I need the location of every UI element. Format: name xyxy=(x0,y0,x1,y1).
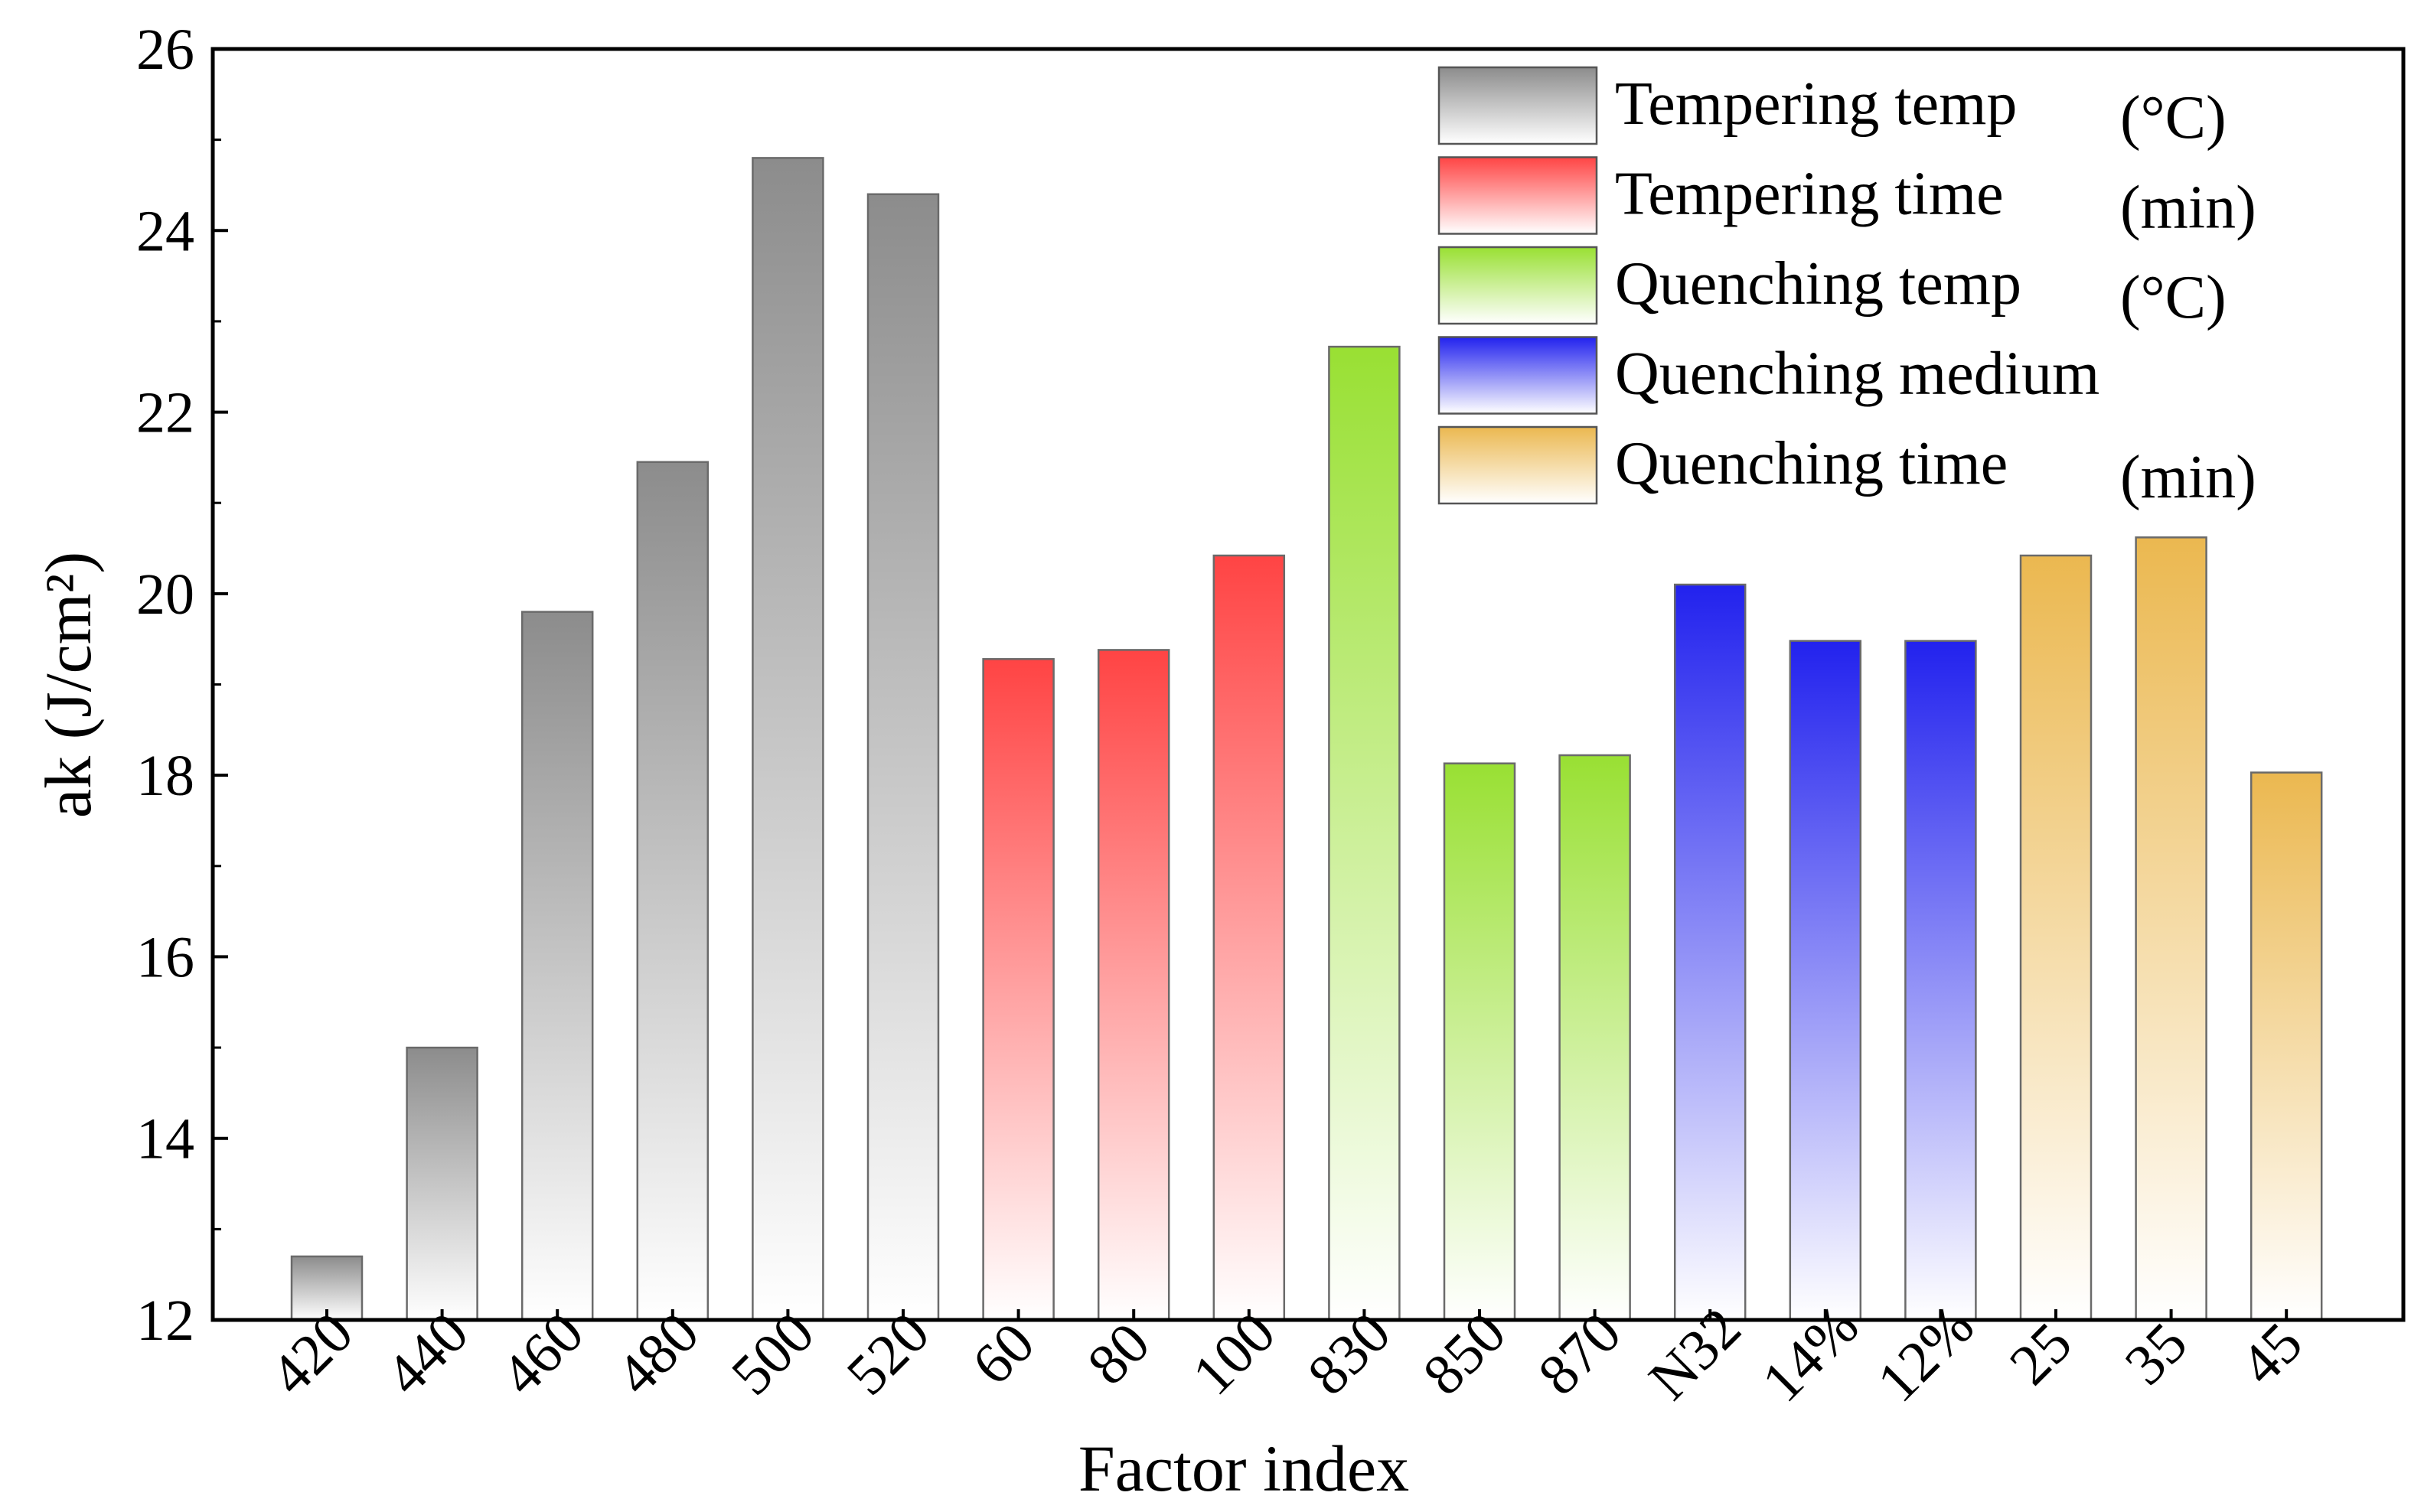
legend-unit: (min) xyxy=(2120,444,2256,511)
bar-45 xyxy=(2250,771,2323,1321)
bar-14pct xyxy=(1789,640,1862,1321)
legend-label: Quenching time xyxy=(1615,430,2008,497)
bar-830 xyxy=(1328,345,1401,1321)
y-axis-title: ak (J/cm²) xyxy=(31,552,105,818)
bar-850 xyxy=(1443,762,1516,1321)
y-tick-label: 20 xyxy=(136,562,194,627)
bar-440 xyxy=(406,1046,478,1321)
bar-n32 xyxy=(1673,583,1747,1321)
legend-unit: (°C) xyxy=(2120,264,2227,331)
bar-80 xyxy=(1097,649,1170,1321)
bar-480 xyxy=(636,461,710,1321)
y-tick-label: 22 xyxy=(136,381,194,445)
y-tick-label: 26 xyxy=(136,18,194,82)
x-tick-label: 35 xyxy=(2112,1311,2199,1397)
legend-swatch xyxy=(1437,66,1598,145)
y-tick-label: 12 xyxy=(136,1289,194,1353)
legend-label: Tempering time xyxy=(1615,161,2004,228)
legend-unit: (°C) xyxy=(2120,84,2227,152)
y-tick-label: 14 xyxy=(136,1107,194,1171)
legend-swatch xyxy=(1437,246,1598,325)
legend-label: Tempering temp xyxy=(1615,70,2017,138)
legend-swatch xyxy=(1437,336,1598,415)
bar-100 xyxy=(1212,554,1286,1321)
x-tick-label: 80 xyxy=(1075,1311,1162,1397)
legend-label: Quenching temp xyxy=(1615,250,2021,318)
y-tick-label: 16 xyxy=(136,925,194,989)
legend-swatch xyxy=(1437,156,1598,235)
legend-swatch xyxy=(1437,425,1598,505)
legend: Tempering temp (°C) Tempering time (min) Que… xyxy=(1437,66,2256,511)
bars-layer xyxy=(290,157,2323,1321)
x-tick-label: 45 xyxy=(2228,1311,2315,1397)
y-axis: 12 14 16 18 20 22 24 26 xyxy=(136,18,228,1353)
y-tick-label: 24 xyxy=(136,199,194,263)
bar-870 xyxy=(1558,754,1631,1321)
x-tick-label: 60 xyxy=(960,1311,1046,1397)
bar-25 xyxy=(2019,554,2093,1321)
bar-500 xyxy=(752,157,824,1321)
bar-35 xyxy=(2135,536,2207,1321)
legend-label: Quenching medium xyxy=(1615,341,2099,408)
y-tick-label: 18 xyxy=(136,744,194,808)
bar-60 xyxy=(982,658,1055,1321)
legend-unit: (min) xyxy=(2120,174,2256,242)
bar-520 xyxy=(866,193,940,1321)
bar-460 xyxy=(520,611,594,1321)
x-tick-label: 25 xyxy=(1998,1311,2084,1397)
x-axis-title: Factor index xyxy=(1078,1432,1409,1505)
bar-12pct xyxy=(1904,640,1977,1321)
